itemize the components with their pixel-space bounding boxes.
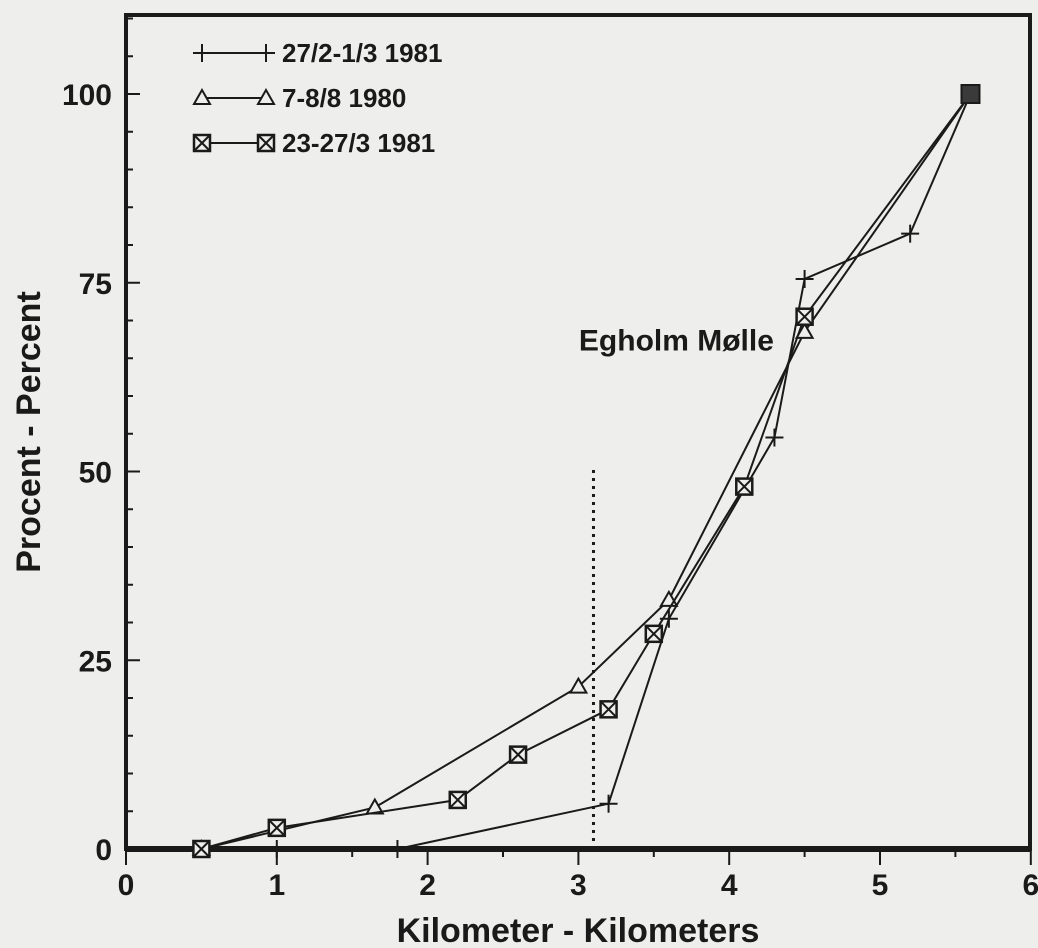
endpoint-marker [960,84,981,104]
y-tick-label: 25 [79,645,112,678]
legend-item-1: 27/2-1/3 1981 [193,38,442,68]
filled-square-marker [960,84,981,104]
series-line [201,93,972,850]
y-tick-label: 100 [62,79,112,112]
boxed-x-marker [599,700,618,719]
legend: 27/2-1/3 1981 7-8/8 1980 23-27/3 1981 [192,38,442,158]
annotation-label: Egholm Mølle [579,325,774,358]
boxed-x-marker [256,133,276,153]
legend-label: 27/2-1/3 1981 [282,38,442,68]
triangle-marker [192,87,212,105]
annotations: Egholm Mølle [579,325,774,358]
boxed-x-marker [448,790,468,810]
legend-item-3: 23-27/3 1981 [192,128,435,158]
boxed-x-marker [508,745,528,764]
plus-marker [765,428,784,447]
series-line [201,93,972,850]
y-tick-label: 50 [79,457,112,490]
plus-marker [257,44,275,62]
series-layer [191,83,981,859]
triangle-marker [256,87,276,105]
legend-label: 23-27/3 1981 [282,128,435,158]
triangle-marker [568,676,589,694]
legend-label: 7-8/8 1980 [282,83,406,113]
series-line [276,93,972,850]
boxed-x-marker [192,133,212,153]
series-3 [192,84,980,859]
plus-marker [901,224,920,243]
boxed-x-marker [795,307,814,326]
x-tick-label: 3 [570,869,587,902]
x-axis: 0 1 2 3 4 5 6 [118,849,1038,902]
plus-marker [388,840,407,858]
legend-item-2: 7-8/8 1980 [192,83,406,113]
plus-marker [795,269,814,288]
x-tick-label: 4 [721,869,738,902]
x-tick-label: 2 [419,869,436,902]
y-axis: 0 25 50 75 100 [62,17,140,867]
boxed-x-marker [644,624,664,644]
x-tick-label: 0 [118,869,135,902]
y-axis-title: Procent - Percent [10,291,48,573]
x-axis-title: Kilometer - Kilometers [397,912,760,948]
plus-marker [267,840,286,858]
y-tick-label: 75 [79,268,112,301]
boxed-x-marker [192,839,211,859]
plus-marker [599,794,618,813]
series-1 [267,85,980,858]
boxed-x-marker [735,477,754,496]
plus-marker [193,44,211,62]
y-tick-label: 0 [95,834,112,867]
x-tick-label: 6 [1022,869,1038,902]
x-tick-label: 1 [268,869,285,902]
x-tick-label: 5 [872,869,889,902]
series-2 [191,83,981,856]
boxed-x-marker [267,818,287,838]
